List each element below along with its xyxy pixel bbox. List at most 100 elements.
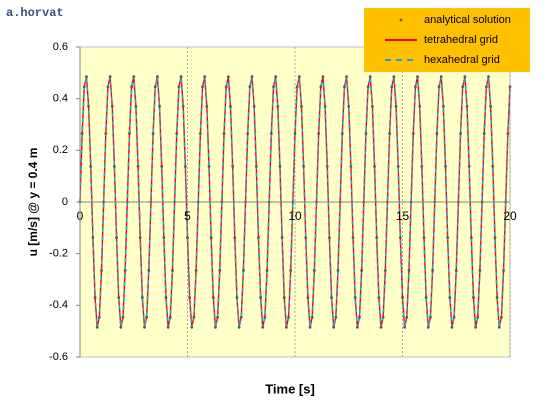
data-point [383,269,387,272]
data-point [332,325,336,329]
data-point [500,315,503,319]
data-point [463,75,467,79]
data-point [106,85,110,89]
data-point [156,75,159,79]
data-point [246,132,250,135]
data-point [224,85,228,89]
data-point [437,85,441,89]
data-point [390,85,394,89]
data-point [263,315,267,319]
data-point [289,269,293,272]
annotation: a.horvat [6,6,64,20]
data-point [183,164,187,168]
data-point [482,132,486,135]
data-point [334,315,338,319]
axes: 05101520-0.6-0.4-0.200.20.40.6 [49,41,517,363]
data-point [132,75,136,79]
data-point [130,85,134,89]
data-point [418,105,422,108]
data-point [446,236,450,240]
data-point [205,105,209,108]
data-point [336,269,340,272]
data-point [95,325,99,329]
data-point [495,296,499,299]
data-point [405,315,409,319]
data-point [91,236,95,240]
data-point [85,75,88,79]
data-point [248,85,252,89]
data-point [179,75,183,79]
y-tick-label: -0.4 [49,299,68,311]
data-point [396,164,400,168]
data-point [310,315,314,319]
data-point [121,315,125,319]
data-point [239,315,243,319]
data-point [364,132,368,135]
data-point [207,164,211,168]
data-point [222,132,226,135]
data-point [293,132,297,135]
data-point [214,325,217,329]
data-point [209,236,213,240]
data-point [328,236,331,240]
data-point [312,269,316,272]
y-tick-label: 0 [62,196,68,208]
data-point [80,132,84,135]
data-point [508,85,512,89]
data-point [181,105,185,108]
data-point [250,75,254,79]
data-point [416,75,419,79]
data-point [100,269,103,272]
data-point [151,132,155,135]
data-point [237,325,241,329]
data-point [168,315,172,319]
data-point [216,315,220,319]
y-tick-label: -0.6 [49,351,68,363]
data-point [465,105,469,108]
data-point [321,75,325,79]
data-point [297,75,301,79]
data-point [287,315,290,319]
data-point [407,269,411,272]
data-point [274,75,278,79]
data-point [218,269,222,272]
data-point [491,164,495,168]
data-point [444,164,447,168]
data-point [162,236,166,240]
data-point [431,269,434,272]
data-point [353,296,357,299]
data-point [411,132,415,135]
data-point [203,75,207,79]
data-point [368,75,372,79]
data-point [226,75,230,79]
data-point [394,105,398,108]
data-point [448,296,452,299]
data-point [401,296,404,299]
y-axis-label: u [m/s] @ y = 0.4 m [26,148,40,257]
data-point [304,236,308,240]
data-point [257,236,260,240]
data-point [119,325,123,329]
data-point [269,132,273,135]
data-point [366,85,370,89]
data-point [476,315,480,319]
data-point [138,236,142,240]
data-point [295,85,299,89]
data-point [285,325,288,329]
data-point [426,325,430,329]
data-point [375,236,379,240]
data-point [317,132,321,135]
data-point [398,236,402,240]
y-tick-label: 0.6 [53,41,68,53]
data-point [469,236,473,240]
legend: analytical solution tetrahedral grid hexah… [364,8,530,72]
data-point [502,269,505,272]
data-point [242,269,245,272]
data-point [140,296,144,299]
x-tick-label: 5 [184,209,191,223]
data-point [211,296,215,299]
data-point [235,296,239,299]
data-point [360,269,364,272]
data-point [134,105,138,108]
x-axis-label: Time [s] [265,381,315,396]
